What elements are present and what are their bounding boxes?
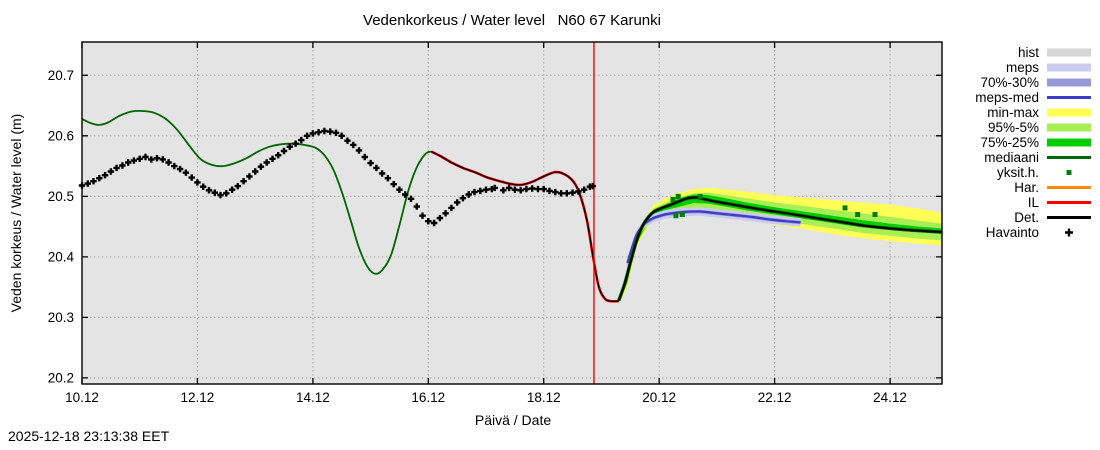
- svg-text:20.12: 20.12: [642, 390, 676, 405]
- legend-item-mediaani: mediaani: [880, 150, 1092, 165]
- legend-label: 70%-30%: [980, 75, 1039, 90]
- legend-item-har-: Har.: [880, 180, 1092, 195]
- legend-swatch-band: [1047, 78, 1091, 87]
- legend-label: hist: [1017, 45, 1039, 60]
- svg-text:20.6: 20.6: [48, 128, 74, 143]
- svg-text:20.4: 20.4: [48, 249, 75, 264]
- legend-item-havainto: Havainto: [880, 225, 1092, 240]
- legend-label: 95%-5%: [987, 120, 1039, 135]
- legend-swatch-line: [1047, 96, 1091, 99]
- svg-text:22.12: 22.12: [758, 390, 792, 405]
- legend-item-70-30-: 70%-30%: [880, 75, 1092, 90]
- legend-swatch-line: [1047, 216, 1091, 219]
- legend-item-meps-med: meps-med: [880, 90, 1092, 105]
- legend-label: Har.: [1014, 180, 1039, 195]
- legend-item-meps: meps: [880, 60, 1092, 75]
- legend-swatch-plus: [1065, 228, 1073, 237]
- legend-item-min-max: min-max: [880, 105, 1092, 120]
- legend-swatch-line: [1047, 201, 1091, 204]
- legend-swatch-band: [1047, 63, 1091, 72]
- legend-label: yksit.h.: [996, 165, 1039, 180]
- legend-item-det-: Det.: [880, 210, 1092, 225]
- legend-item-95-5-: 95%-5%: [880, 120, 1092, 135]
- svg-text:24.12: 24.12: [873, 390, 907, 405]
- svg-text:20.2: 20.2: [48, 370, 74, 385]
- svg-text:10.12: 10.12: [65, 390, 99, 405]
- svg-text:12.12: 12.12: [181, 390, 215, 405]
- legend-swatch-line: [1047, 186, 1091, 189]
- legend-label: min-max: [987, 105, 1039, 120]
- y-axis-title: Veden korkeus / Water level (m): [8, 113, 24, 313]
- legend-label: Havainto: [985, 225, 1039, 240]
- legend-item-il: IL: [880, 195, 1092, 210]
- legend-item-75-25-: 75%-25%: [880, 135, 1092, 150]
- legend-label: mediaani: [984, 150, 1039, 165]
- legend-swatch-line: [1047, 156, 1091, 159]
- svg-text:20.5: 20.5: [48, 189, 74, 204]
- svg-text:18.12: 18.12: [527, 390, 561, 405]
- legend-item-yksit-h-: yksit.h.: [880, 165, 1092, 180]
- legend-swatch-square: [1066, 170, 1072, 175]
- legend-label: Det.: [1014, 210, 1039, 225]
- chart-title: Vedenkorkeus / Water level N60 67 Karunk…: [363, 12, 661, 29]
- legend-label: meps-med: [975, 90, 1039, 105]
- legend-swatch-band: [1047, 123, 1091, 132]
- svg-text:16.12: 16.12: [411, 390, 445, 405]
- legend-label: IL: [1027, 195, 1039, 210]
- legend-item-hist: hist: [880, 45, 1092, 60]
- svg-text:20.3: 20.3: [48, 310, 74, 325]
- legend-swatch-band: [1047, 48, 1091, 57]
- legend-swatch-band: [1047, 138, 1091, 147]
- chart-legend: hist meps 70%-30% meps-med min-max 95%-5% 75%-…: [880, 45, 1092, 240]
- svg-text:20.7: 20.7: [48, 68, 74, 83]
- legend-swatch-band: [1047, 108, 1091, 117]
- svg-text:14.12: 14.12: [296, 390, 330, 405]
- legend-label: meps: [1005, 60, 1039, 75]
- x-axis-title: Päivä / Date: [474, 412, 552, 428]
- legend-label: 75%-25%: [980, 135, 1039, 150]
- timestamp-label: 2025-12-18 23:13:38 EET: [8, 428, 170, 444]
